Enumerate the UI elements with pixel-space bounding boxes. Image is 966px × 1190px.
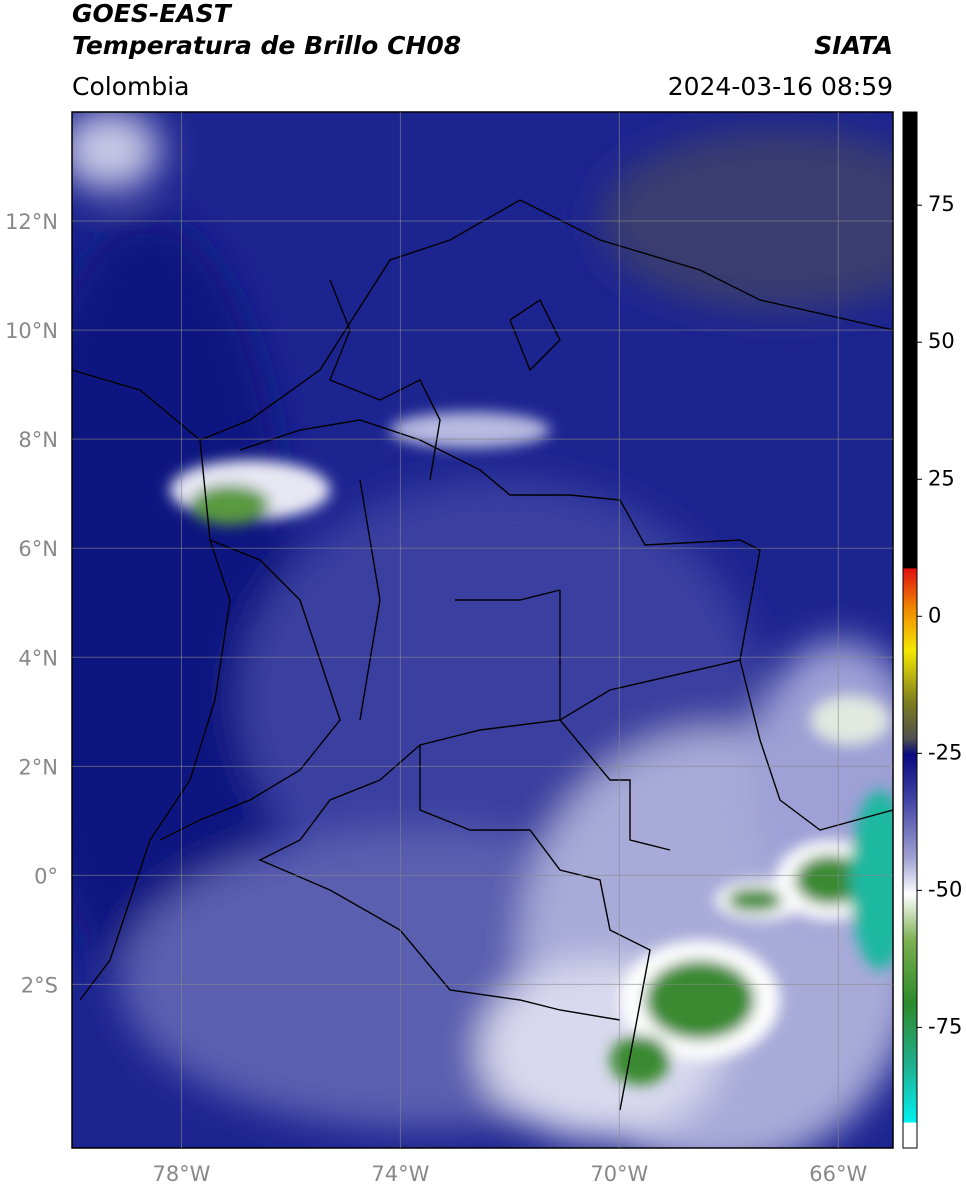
colorbar-tick-label: 0 [928, 603, 941, 627]
lat-tick-label: 4°N [18, 646, 58, 670]
lon-tick-label: 74°W [371, 1162, 429, 1186]
subtitle: Temperatura de Brillo CH08 [72, 31, 461, 60]
map-frame [71, 111, 894, 1149]
colorbar-tick-label: 50 [928, 329, 955, 353]
datetime: 2024-03-16 08:59 [668, 72, 893, 101]
lon-tick-label: 66°W [809, 1162, 867, 1186]
lat-tick-label: 2°S [21, 973, 58, 997]
title: GOES-EAST [72, 0, 233, 28]
lon-tick-label: 70°W [590, 1162, 648, 1186]
colorbar-tick-label: -75 [928, 1014, 962, 1038]
colorbar-tick-label: 25 [928, 466, 955, 490]
lat-tick-label: 8°N [18, 428, 58, 452]
source: SIATA [814, 31, 893, 60]
lat-tick-label: 0° [34, 864, 58, 888]
colorbar-tick-label: -25 [928, 740, 962, 764]
lat-tick-label: 2°N [18, 755, 58, 779]
satellite-image [72, 112, 893, 1148]
colorbar [902, 111, 918, 1149]
lon-tick-label: 78°W [152, 1162, 210, 1186]
colorbar-tick-label: 75 [928, 192, 955, 216]
lat-tick-label: 12°N [5, 210, 58, 234]
lat-tick-label: 6°N [18, 537, 58, 561]
lat-tick-label: 10°N [5, 319, 58, 343]
region: Colombia [72, 72, 189, 101]
colorbar-tick-label: -50 [928, 877, 962, 901]
